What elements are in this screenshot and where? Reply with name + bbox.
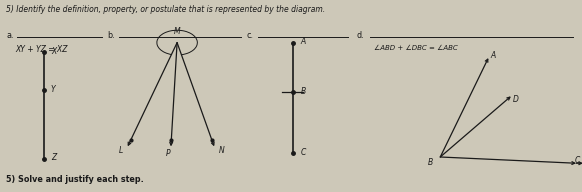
Text: M: M xyxy=(174,27,180,36)
Text: C: C xyxy=(575,156,580,165)
Text: A: A xyxy=(490,51,495,60)
Text: P: P xyxy=(166,149,171,158)
Text: D: D xyxy=(513,95,519,104)
Text: d.: d. xyxy=(356,31,364,40)
Text: Z: Z xyxy=(51,153,56,162)
Text: X: X xyxy=(51,47,56,56)
Text: B: B xyxy=(301,87,306,96)
Text: N: N xyxy=(219,146,225,155)
Text: L: L xyxy=(118,146,123,155)
Text: B: B xyxy=(428,158,434,167)
Text: A: A xyxy=(301,37,306,46)
Text: a.: a. xyxy=(6,31,14,40)
Text: C: C xyxy=(301,148,306,157)
Text: c.: c. xyxy=(247,31,254,40)
Text: ∠ABD + ∠DBC = ∠ABC: ∠ABD + ∠DBC = ∠ABC xyxy=(374,45,457,50)
Text: 5) Solve and justify each step.: 5) Solve and justify each step. xyxy=(6,175,144,184)
Text: b.: b. xyxy=(108,31,115,40)
Text: Y: Y xyxy=(51,85,56,94)
Text: 5) Identify the definition, property, or postulate that is represented by the di: 5) Identify the definition, property, or… xyxy=(6,4,325,13)
Text: XY + YZ = XZ: XY + YZ = XZ xyxy=(15,45,68,54)
